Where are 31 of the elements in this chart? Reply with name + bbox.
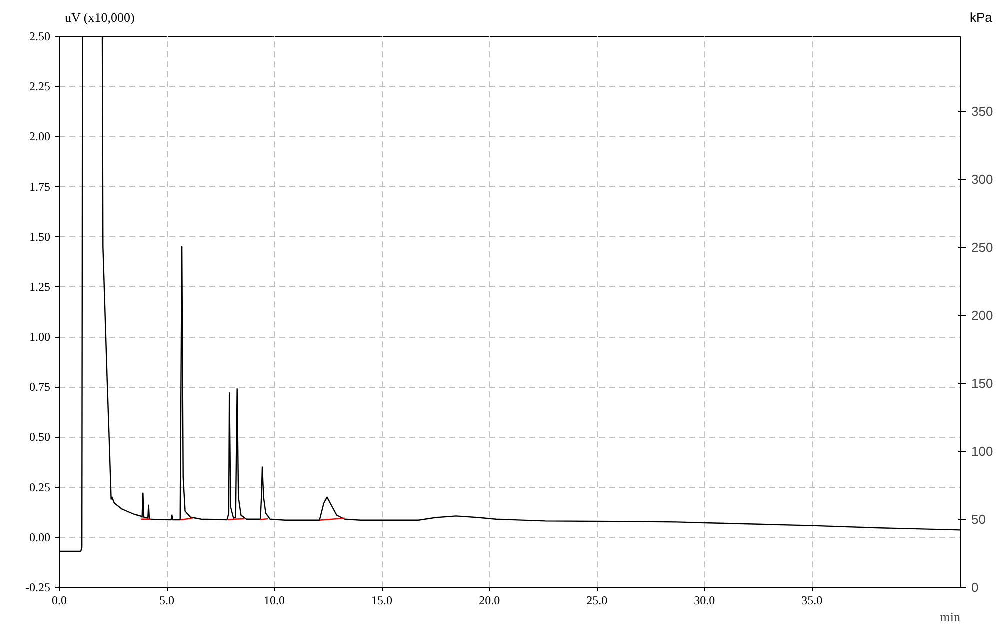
x-axis-title: min: [940, 610, 961, 624]
y2-tick-label: 350: [972, 104, 994, 119]
y2-tick-label: 0: [972, 580, 979, 595]
y-axis-title: uV (x10,000): [65, 9, 135, 27]
y2-tick-label: 200: [972, 308, 994, 323]
x-tick-label: 10.0: [264, 594, 286, 608]
x-tick-label: 25.0: [586, 594, 608, 608]
y2-tick-label: 250: [972, 240, 994, 255]
y-tick-label: 2.25: [30, 80, 50, 94]
y2-tick-label: 50: [972, 512, 986, 527]
y-tick-label: 1.75: [30, 180, 50, 194]
x-tick-label: 5.0: [160, 594, 175, 608]
x-tick-label: 30.0: [694, 594, 716, 608]
x-tick-label: 0.0: [52, 594, 67, 608]
y-tick-label: 2.00: [30, 130, 50, 144]
y-tick-label: 2.50: [30, 30, 50, 44]
y-tick-label: 1.25: [30, 280, 50, 294]
y-tick-label: 0.00: [30, 530, 50, 544]
y-tick-label: -0.25: [26, 580, 51, 594]
x-tick-label: 15.0: [372, 594, 393, 608]
y-tick-label: 0.25: [30, 480, 50, 494]
y2-axis-title: kPa: [970, 9, 992, 27]
y2-tick-label: 300: [972, 172, 994, 187]
y-tick-label: 1.00: [30, 330, 50, 344]
y-tick-label: 0.50: [30, 430, 50, 444]
x-tick-label: 35.0: [802, 594, 823, 608]
y-tick-label: 0.75: [30, 380, 50, 394]
y2-tick-label: 150: [972, 376, 994, 391]
x-tick-label: 20.0: [479, 594, 500, 608]
y-tick-label: 1.50: [30, 230, 50, 244]
y2-tick-label: 100: [972, 444, 994, 459]
